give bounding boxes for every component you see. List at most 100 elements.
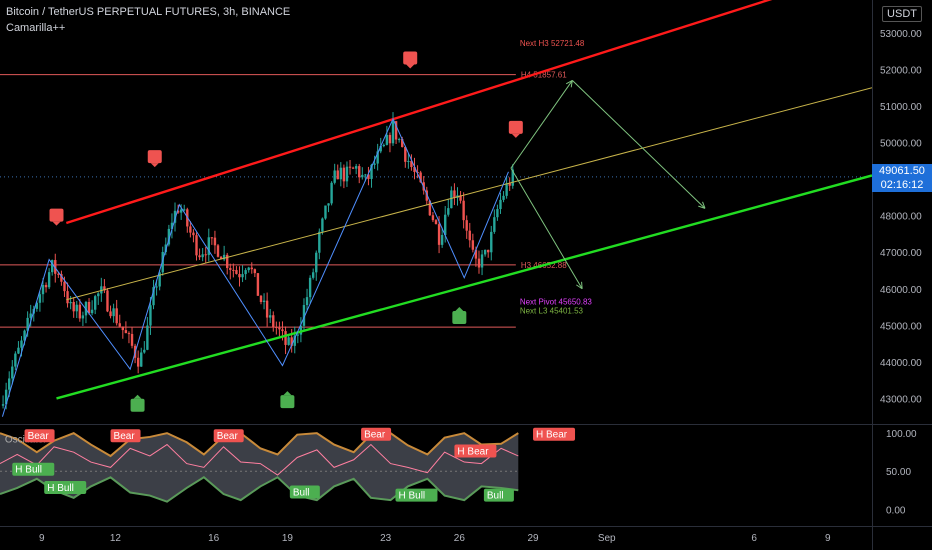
candle-body [391,121,395,144]
candle-body [440,234,444,245]
candle-body [247,267,250,271]
candle [397,137,401,143]
candle-body [44,284,48,288]
candle-body [496,209,499,218]
candle-body [265,300,269,318]
candle-body [385,134,389,145]
candle-body [278,327,281,330]
candle [345,161,349,187]
projection-arrow [571,80,706,209]
candle-body [376,151,379,164]
candle [502,191,505,203]
candle-body [351,167,355,169]
candle-body [287,337,290,345]
candle-body [41,284,45,295]
candle [259,294,263,305]
candle [385,125,389,146]
divergence-box [483,488,514,502]
candle [57,272,60,278]
candle [302,298,306,331]
candle-body [87,301,91,314]
candle [308,275,312,304]
price-tick-label: 52000.00 [880,65,922,76]
candle-body [112,308,115,317]
channel-line-lower [56,174,872,400]
candle-body [499,199,502,210]
candle [376,143,379,171]
price-tick-label: 51000.00 [880,102,922,113]
candle [167,224,171,247]
candle [124,321,128,334]
candle [351,166,355,170]
candle-body [66,291,69,304]
price-tick-label: 44000.00 [880,358,922,369]
divergence-text: H Bear [536,430,568,441]
candle-body [72,301,75,312]
candle [44,282,48,293]
candle-body [143,349,146,353]
candle-body [358,166,361,178]
bar-countdown: 02:16:12 [880,179,924,191]
candle [508,177,511,192]
candle [404,146,407,168]
next-level-label: Next H3 52721.48 [520,39,585,48]
candle [232,263,235,278]
candle-body [404,147,407,162]
currency-button[interactable]: USDT [882,6,922,22]
candle-body [75,304,78,312]
candle-body [106,290,109,312]
indicator-name[interactable]: Camarilla++ [6,22,66,34]
candle-body [419,172,422,183]
candle-body [38,294,42,303]
time-tick-label: 23 [380,533,392,544]
candle-body [336,170,339,180]
candle-body [327,203,330,206]
marker-box [147,150,162,164]
candle-body [50,260,54,273]
time-tick-label: 9 [39,533,45,544]
candle [459,190,462,204]
candle [434,218,438,225]
candle-body [447,208,450,215]
candle-body [397,139,401,141]
candle [311,268,315,280]
candle-body [410,160,413,168]
candle [84,300,88,324]
marker-pointer [150,163,159,168]
divergence-text: Bear [114,431,136,442]
divergence-text: H Bull [398,491,425,502]
divergence-box [24,429,55,443]
candle [210,237,214,245]
candle [146,317,149,351]
marker-pointer [133,394,142,399]
candle-body [54,260,57,274]
candle-body [176,210,180,213]
candle-body [259,295,263,302]
candle [477,250,481,274]
candle [431,211,435,223]
candle [293,326,296,354]
candle-body [149,305,152,326]
candle-body [471,240,475,250]
divergence-box [533,427,576,441]
bull-signal-marker [452,307,467,324]
candle [60,270,63,286]
candle [130,327,134,349]
candle-body [155,286,158,288]
bull-divergence-label: H Bull [12,462,55,476]
candle [93,294,97,315]
candle-body [201,254,204,258]
divergence-box [44,480,87,494]
arrow-head [565,79,573,85]
candle [496,204,499,221]
candle-body [78,304,82,319]
candle [66,282,69,308]
candle [106,288,109,313]
candle [440,227,444,248]
candle-body [256,273,260,296]
candle [278,321,281,337]
candle-body [453,190,456,198]
candle [275,321,278,335]
